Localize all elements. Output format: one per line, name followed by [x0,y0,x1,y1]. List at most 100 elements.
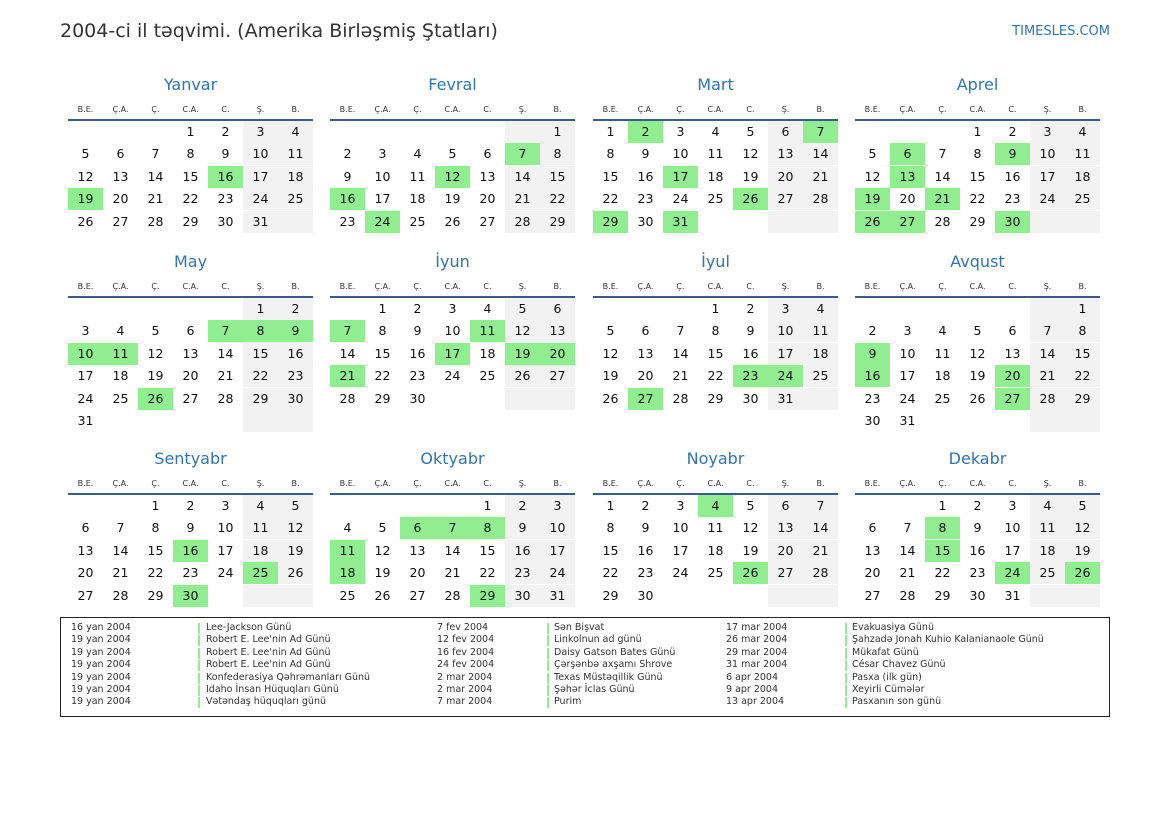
holiday-marker [547,697,549,709]
holiday-day: 10 [68,342,103,365]
day: 27 [768,562,803,585]
day: 30 [637,587,654,603]
day: 4 [116,323,125,339]
weekday-label: Ç. [676,105,685,114]
day: 28 [899,587,916,603]
holiday-name: Lee-Jackson Günü [206,622,292,633]
holiday-marker [198,660,200,672]
holiday-marker [845,660,847,672]
site-link[interactable]: TIMESLES.COM [1012,24,1110,39]
day: 10 [1030,143,1065,166]
day: 28 [339,390,356,406]
weekday-label: B. [816,105,825,114]
empty-weekend [1030,210,1065,233]
day: 10 [540,517,575,540]
day: 10 [374,168,391,184]
day: 1 [606,124,615,139]
day: 21 [803,165,838,188]
weekday-label: Ç.A. [637,479,654,488]
day: 28 [217,390,234,406]
holiday-marker [198,697,200,709]
empty-weekend [278,584,313,607]
holiday-date: 16 fev 2004 [437,646,495,658]
weekday-label: C.A. [707,105,724,114]
day: 20 [864,565,881,581]
weekday-label: C.A. [444,105,461,114]
day: 30 [969,587,986,603]
day: 28 [934,213,951,229]
holiday-date: 7 fev 2004 [437,622,489,633]
day: 21 [803,539,838,562]
day: 8 [973,146,982,162]
month-title: Aprel [956,75,999,94]
header-rule [855,119,1100,121]
weekday-label: Ş. [518,479,527,488]
day: 28 [672,390,689,406]
day: 20 [899,191,916,207]
day: 3 [448,301,457,316]
weekday-label: C. [1008,282,1017,291]
holiday-day: 26 [733,188,768,211]
day: 7 [803,495,838,517]
holiday-day: 9 [995,143,1030,166]
weekday-label: Ş. [518,105,527,114]
day: 15 [1065,342,1100,365]
day: 31 [899,413,916,428]
day: 14 [147,168,164,184]
day: 24 [899,390,916,406]
holiday-day: 2 [628,121,663,143]
holiday-date: 31 mar 2004 [726,659,788,671]
weekday-label: Ç. [151,282,160,291]
holiday-name: Şahzadə Jonah Kuhio Kalanianaole Günü [852,634,1044,646]
weekday-label: B.E. [339,479,356,488]
day: 27 [864,587,881,603]
holiday-day: 16 [208,165,243,188]
day: 17 [77,368,94,384]
weekday-label: C.A. [182,282,199,291]
day: 9 [413,323,422,339]
holiday-day: 7 [330,320,365,343]
holiday-date: 12 fev 2004 [437,634,495,646]
weekday-label: C.A. [969,282,986,291]
header-rule [330,493,575,495]
weekday-label: C.A. [182,105,199,114]
day: 14 [899,542,916,558]
empty-weekend [768,584,803,607]
day: 1 [711,301,720,316]
day: 21 [444,565,461,581]
day: 3 [81,323,90,339]
holiday-date: 19 yan 2004 [71,684,131,695]
day: 5 [278,495,313,517]
day: 4 [1030,495,1065,517]
holiday-date: 13 apr 2004 [726,696,785,708]
day: 12 [505,320,540,343]
day: 23 [278,365,313,388]
weekday-label: Ş. [518,282,527,291]
holiday-name: Şəhər İclas Günü [554,684,635,695]
day: 14 [505,165,540,188]
empty-weekend [768,210,803,233]
day: 16 [505,539,540,562]
day: 25 [479,368,496,384]
day: 3 [221,498,230,513]
day: 13 [768,143,803,166]
weekday-label: B. [291,105,300,114]
holiday-date: 19 yan 2004 [71,646,131,658]
day: 11 [707,146,724,162]
weekday-label: C.A. [969,479,986,488]
day: 30 [742,390,759,406]
day: 8 [186,146,195,162]
day: 23 [217,191,234,207]
holiday-name: Idaho İnsan Hüquqları Günü [206,684,339,695]
weekday-label: Ç. [413,479,422,488]
holiday-day: 19 [505,342,540,365]
day: 8 [151,520,160,536]
day: 10 [243,143,278,166]
weekday-label: Ç. [676,282,685,291]
day: 6 [1008,323,1017,339]
holiday-date: 19 yan 2004 [71,634,131,646]
holiday-date: 29 mar 2004 [726,646,788,658]
day: 17 [217,542,234,558]
holiday-day: 18 [330,562,365,585]
